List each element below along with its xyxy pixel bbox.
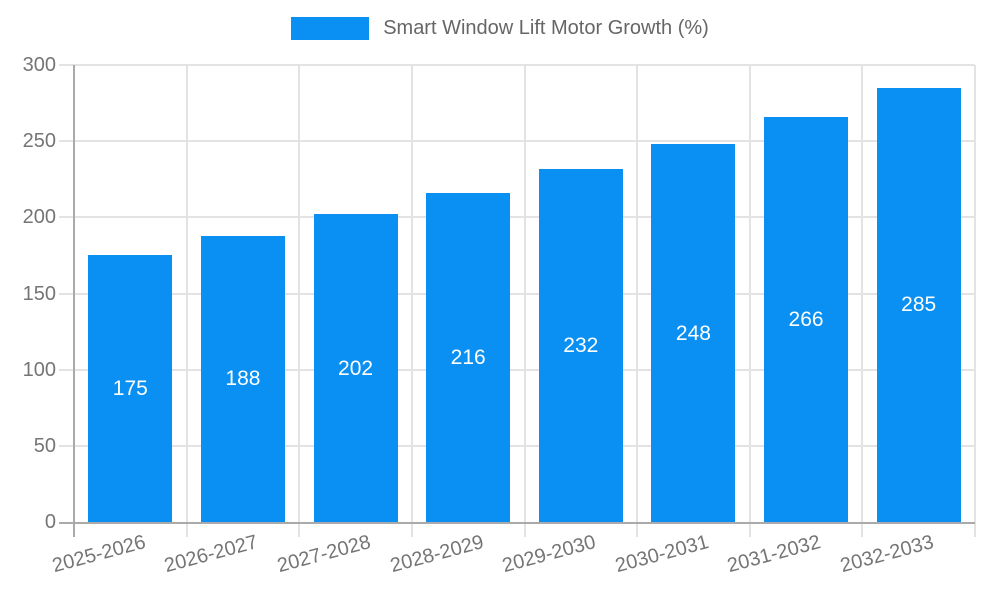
y-axis-tick-label: 100 xyxy=(22,358,56,381)
bar-2032-2033[interactable]: 285 xyxy=(876,87,961,522)
bar-2027-2028[interactable]: 202 xyxy=(313,214,398,522)
y-axis-tick-label: 150 xyxy=(22,282,56,305)
y-axis-tick-label: 0 xyxy=(44,511,56,533)
gridline-horizontal xyxy=(59,64,975,66)
bar-value-label: 232 xyxy=(563,333,599,357)
gridline-vertical xyxy=(523,65,526,537)
gridline-horizontal xyxy=(59,140,975,143)
gridline-vertical xyxy=(298,65,301,537)
gridline-vertical xyxy=(636,65,639,537)
bar-2030-2031[interactable]: 248 xyxy=(651,144,736,522)
x-axis-category-label: 2030-2031 xyxy=(612,531,711,578)
bar-value-label: 266 xyxy=(788,307,824,331)
gridline-horizontal xyxy=(59,444,975,447)
x-axis-category-label: 2029-2030 xyxy=(500,531,599,578)
bar-2026-2027[interactable]: 188 xyxy=(200,235,285,522)
bar-value-label: 188 xyxy=(225,367,261,391)
bar-value-label: 175 xyxy=(112,377,148,401)
legend-label: Smart Window Lift Motor Growth (%) xyxy=(383,17,709,39)
x-axis-category-label: 2027-2028 xyxy=(274,531,373,578)
gridline-vertical xyxy=(410,65,413,537)
bar-value-label: 285 xyxy=(901,293,937,317)
y-axis-tick-label: 50 xyxy=(33,434,56,457)
x-axis-category-label: 2032-2033 xyxy=(838,531,937,578)
gridline-vertical xyxy=(185,65,188,537)
x-axis-category-label: 2026-2027 xyxy=(162,531,261,578)
gridline-horizontal xyxy=(59,292,975,295)
bar-value-label: 216 xyxy=(450,345,486,369)
x-axis-category-label: 2031-2032 xyxy=(725,531,824,578)
y-axis-tick-label: 200 xyxy=(22,206,56,229)
legend-swatch-icon xyxy=(291,17,370,40)
x-axis-line xyxy=(59,522,975,524)
gridline-horizontal xyxy=(59,368,975,371)
y-axis-tick-label: 300 xyxy=(22,54,56,76)
gridline-vertical xyxy=(974,65,976,537)
y-axis-tick-label: 250 xyxy=(22,130,56,153)
y-axis-line xyxy=(73,65,75,537)
gridline-vertical xyxy=(748,65,751,537)
legend[interactable]: Smart Window Lift Motor Growth (%) xyxy=(0,17,1000,40)
bar-value-label: 202 xyxy=(338,356,374,380)
gridline-horizontal xyxy=(59,216,975,219)
bar-value-label: 248 xyxy=(675,321,711,345)
x-axis-category-label: 2028-2029 xyxy=(387,531,486,578)
bar-2025-2026[interactable]: 175 xyxy=(88,255,173,522)
gridline-vertical xyxy=(861,65,864,537)
x-axis-category-label: 2025-2026 xyxy=(49,531,148,578)
bar-2031-2032[interactable]: 266 xyxy=(764,116,849,522)
bar-2029-2030[interactable]: 232 xyxy=(538,168,623,522)
bar-2028-2029[interactable]: 216 xyxy=(426,192,511,522)
